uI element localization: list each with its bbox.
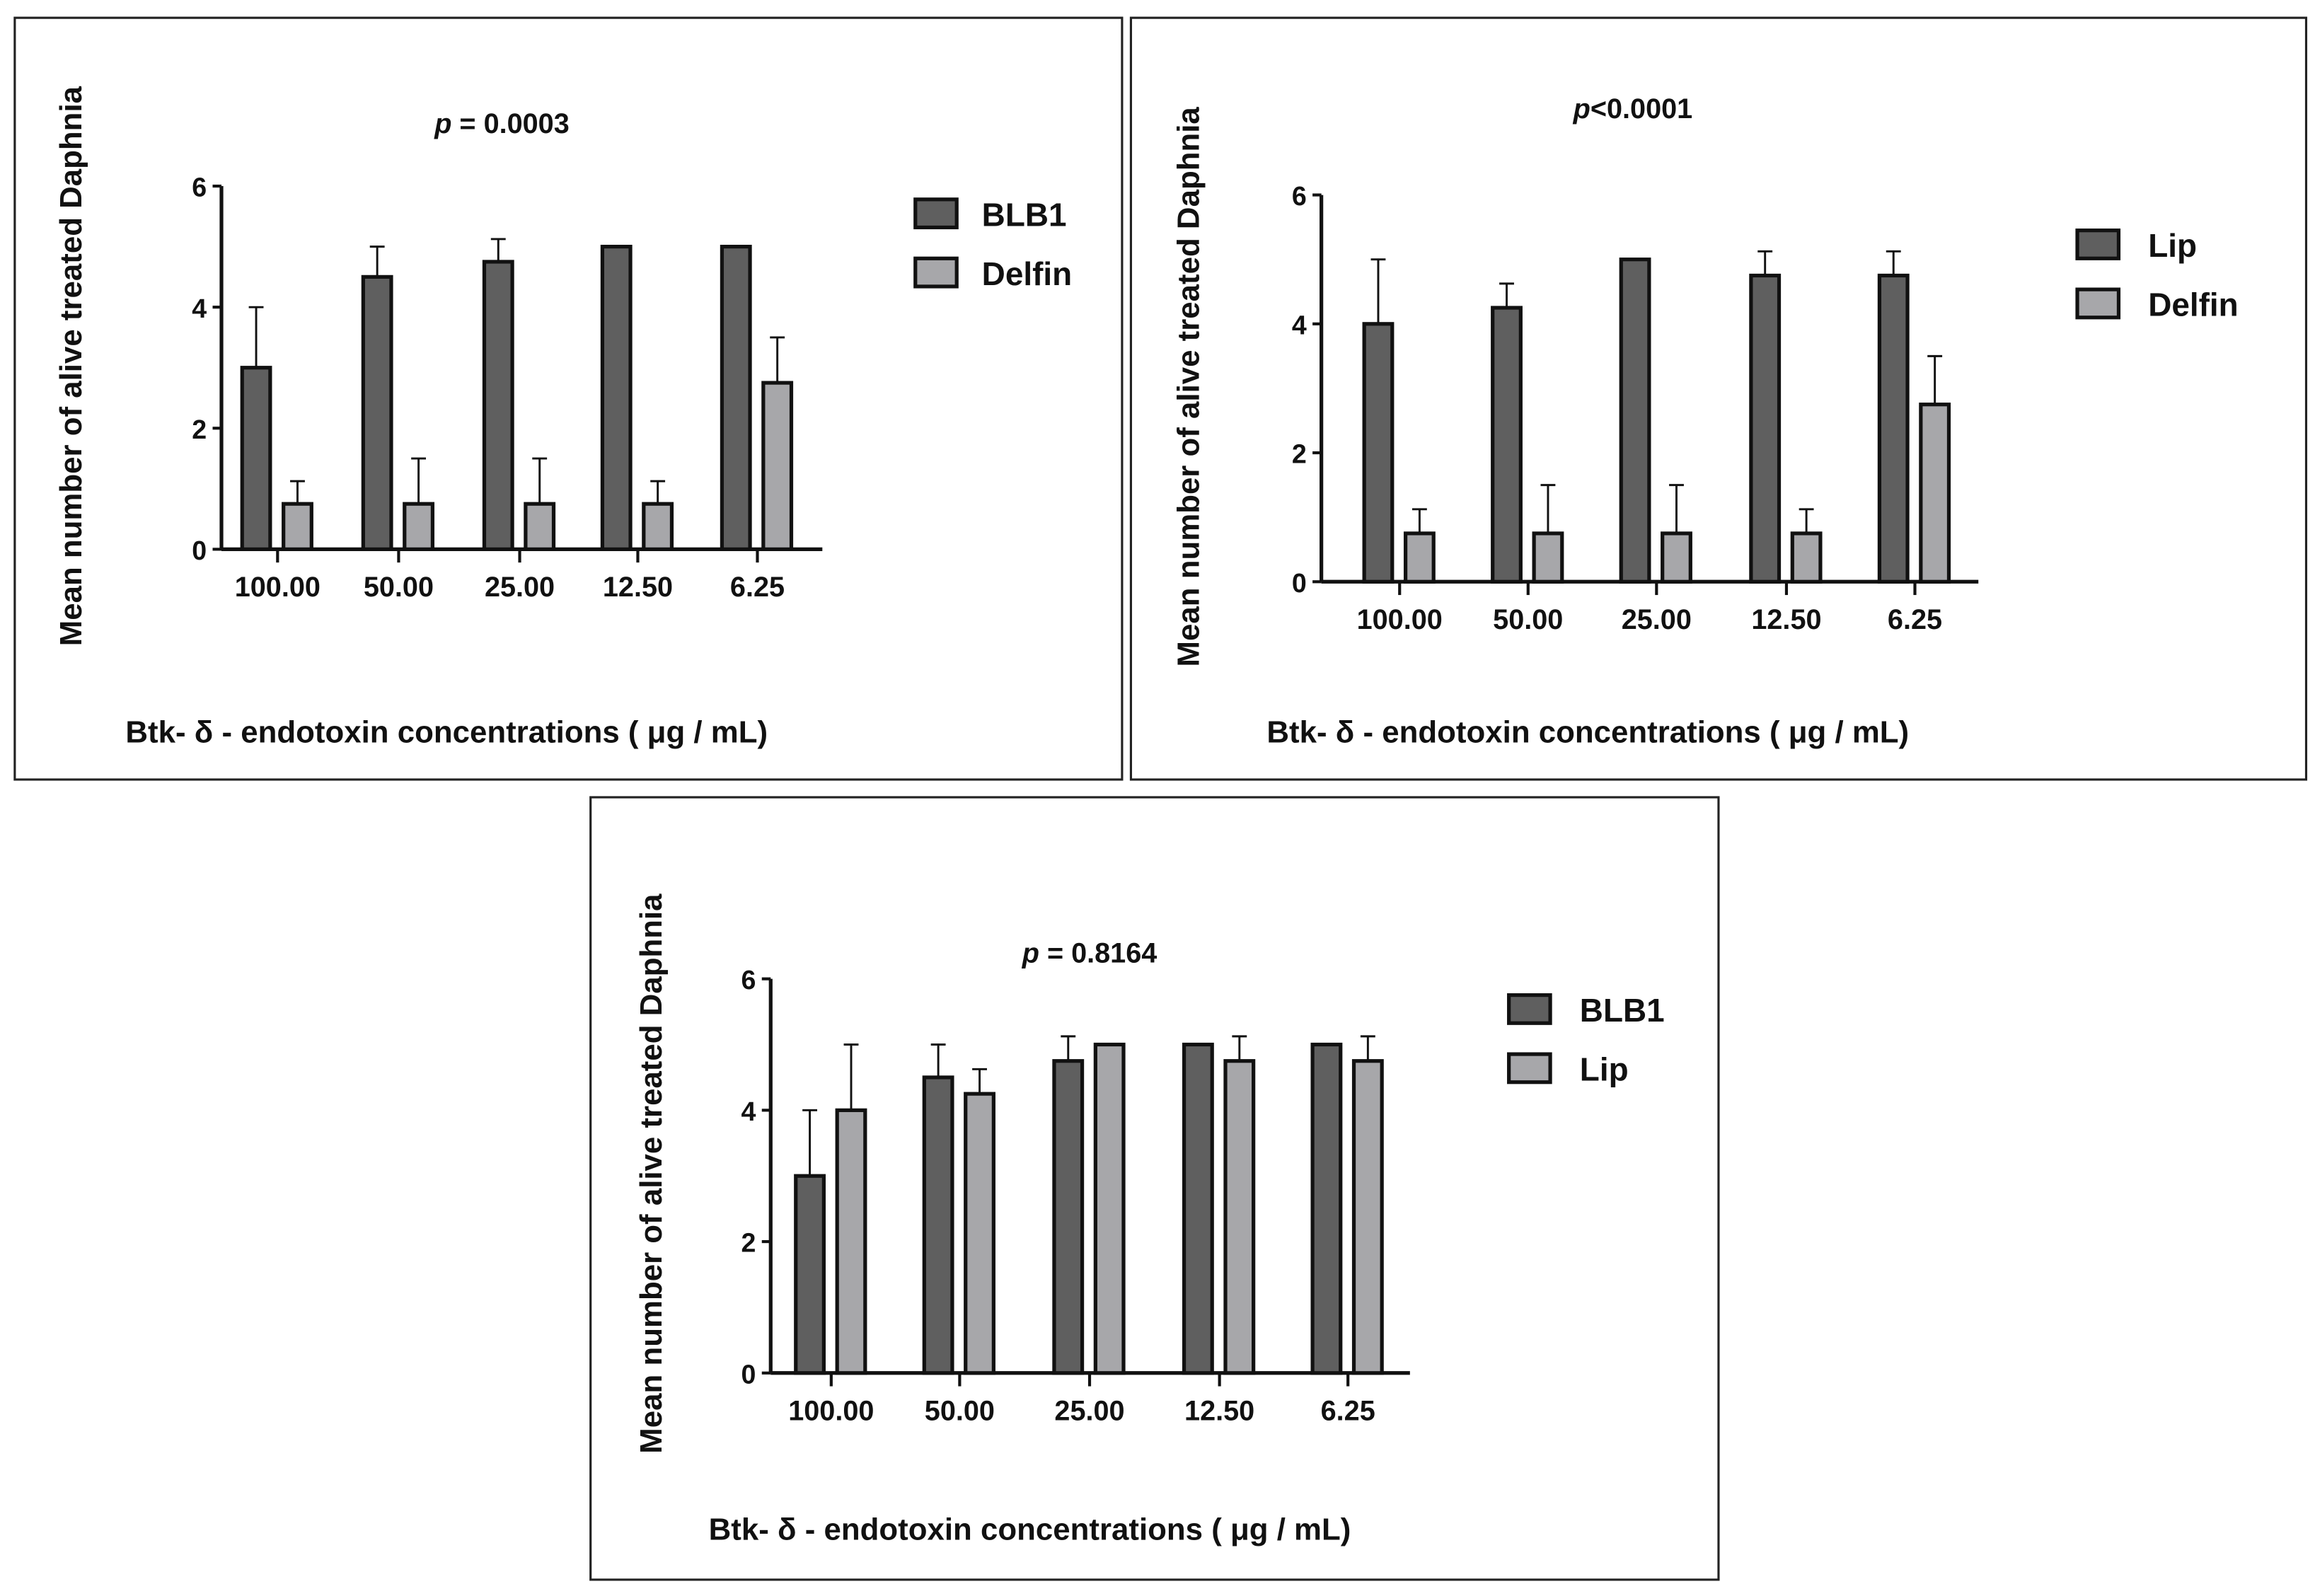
chart-panel-3: p = 0.8164 Mean number of alive treated D… [589, 796, 1720, 1581]
x-tick-label: 25.00 [1054, 1396, 1124, 1427]
x-tick-label: 6.25 [1888, 604, 1942, 635]
bar-lip [1223, 1059, 1256, 1375]
bar-lip [964, 1092, 995, 1375]
x-axis-label: Btk- δ - endotoxin concentrations ( μg /… [1266, 715, 1909, 750]
title-value: <0.0001 [1591, 93, 1692, 125]
x-tick-label: 12.50 [603, 572, 673, 603]
bar-lip [1351, 1059, 1384, 1375]
legend-swatch [1507, 993, 1552, 1025]
x-tick-label: 50.00 [1493, 604, 1563, 635]
title-p: p [434, 108, 451, 139]
legend-label: BLB1 [982, 196, 1067, 233]
title-value: = 0.0003 [451, 108, 569, 139]
bar-delfin [642, 502, 674, 551]
panel-border [1129, 16, 2308, 781]
bar-blb1 [794, 1174, 826, 1375]
x-tick-label: 100.00 [788, 1396, 874, 1427]
x-tick-label: 100.00 [1357, 604, 1443, 635]
bar-delfin [403, 502, 435, 551]
bar-lip [1093, 1042, 1126, 1375]
legend-swatch [2075, 229, 2121, 260]
legend-swatch [2075, 287, 2121, 320]
bar-lip [1877, 273, 1910, 584]
legend-label: Delfin [982, 255, 1072, 292]
legend-swatch [913, 197, 959, 230]
title-value: = 0.8164 [1039, 938, 1157, 969]
bar-blb1 [922, 1075, 954, 1375]
y-axis-label: Mean number of alive treated Daphnia [1171, 107, 1206, 667]
x-tick-label: 25.00 [1622, 604, 1692, 635]
bar-lip [835, 1108, 867, 1375]
y-tick-label: 4 [1292, 310, 1307, 340]
x-tick-label: 12.50 [1751, 604, 1821, 635]
legend-swatch [1507, 1052, 1552, 1085]
title-p: p [1573, 93, 1591, 125]
x-tick-label: 100.00 [235, 572, 321, 603]
title-p: p [1022, 938, 1039, 969]
bar-delfin [1403, 531, 1436, 584]
y-tick-label: 2 [192, 415, 207, 444]
legend-label: Lip [1580, 1051, 1629, 1088]
x-tick-label: 12.50 [1184, 1396, 1254, 1427]
bar-blb1 [240, 366, 272, 551]
bar-delfin [1532, 531, 1564, 584]
bar-blb1 [1052, 1059, 1085, 1375]
bar-delfin [1661, 531, 1692, 584]
bar-lip [1749, 273, 1782, 584]
bar-delfin [1919, 403, 1951, 584]
y-tick-label: 4 [192, 294, 207, 323]
y-axis-label: Mean number of alive treated Daphnia [634, 894, 669, 1454]
bar-blb1 [361, 274, 393, 551]
bar-blb1 [720, 244, 752, 551]
bar-lip [1491, 306, 1523, 584]
x-tick-label: 6.25 [1321, 1396, 1375, 1427]
legend-swatch [913, 256, 959, 289]
bar-delfin [761, 381, 794, 551]
chart-panel-2: p<0.0001 Mean number of alive treated Dap… [1129, 16, 2308, 781]
bar-blb1 [1182, 1042, 1214, 1375]
y-tick-label: 2 [1292, 439, 1307, 469]
y-tick-label: 0 [192, 536, 207, 565]
y-tick-label: 6 [192, 173, 207, 202]
y-axis-label: Mean number of alive treated Daphnia [54, 86, 88, 646]
y-tick-label: 0 [1292, 568, 1307, 598]
y-tick-label: 0 [741, 1359, 756, 1389]
bar-delfin [524, 502, 556, 551]
bar-blb1 [482, 260, 514, 551]
x-axis-label: Btk- δ - endotoxin concentrations ( μg /… [709, 1513, 1351, 1547]
y-tick-label: 6 [741, 965, 756, 995]
bar-blb1 [1310, 1042, 1343, 1375]
x-axis-label: Btk- δ - endotoxin concentrations ( μg /… [125, 715, 768, 750]
chart-panel-1: p = 0.0003 Mean number of alive treated D… [13, 16, 1124, 781]
y-tick-label: 6 [1292, 181, 1307, 211]
chart-title: p = 0.0003 [434, 108, 570, 139]
x-tick-label: 6.25 [730, 572, 785, 603]
legend-label: BLB1 [1580, 992, 1665, 1029]
bar-delfin [1790, 531, 1823, 584]
chart-title: p<0.0001 [1573, 93, 1693, 125]
bar-lip [1619, 258, 1651, 584]
legend-label: Lip [2148, 227, 2197, 264]
panel-border [13, 16, 1124, 781]
y-tick-label: 4 [741, 1097, 756, 1126]
bar-lip [1362, 322, 1395, 584]
chart-title: p = 0.8164 [1022, 938, 1158, 969]
y-tick-label: 2 [741, 1228, 756, 1258]
x-tick-label: 25.00 [485, 572, 555, 603]
bar-blb1 [600, 244, 633, 551]
panel-border [589, 796, 1720, 1581]
x-tick-label: 50.00 [364, 572, 434, 603]
legend-label: Delfin [2148, 287, 2238, 323]
bar-delfin [282, 502, 313, 551]
x-tick-label: 50.00 [925, 1396, 995, 1427]
